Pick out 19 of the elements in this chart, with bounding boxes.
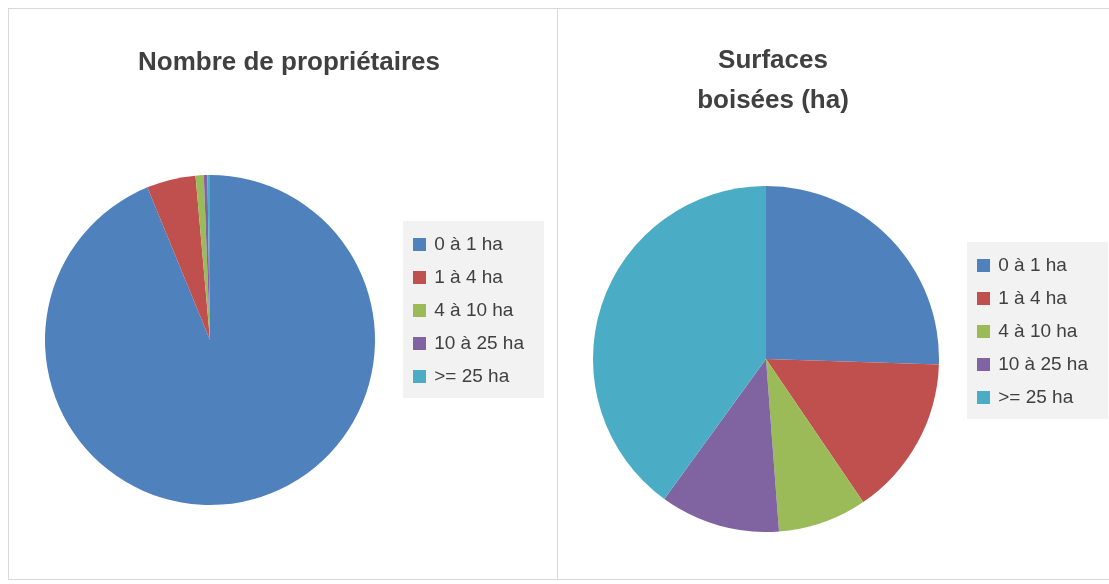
legend-label: 4 à 10 ha [434,299,514,320]
legend-label: >= 25 ha [998,386,1074,407]
pie-slice [593,186,766,499]
pie-slice [45,175,375,505]
legend-label: 0 à 1 ha [434,233,503,254]
legend-label: 0 à 1 ha [998,254,1067,275]
legend-label: 10 à 25 ha [434,332,524,353]
pie-slice [766,359,939,503]
pie-slice [766,359,864,532]
pie-slice [147,175,210,340]
legend-label: 10 à 25 ha [998,353,1088,374]
pie-slice [766,186,939,365]
legend-label: 4 à 10 ha [998,320,1078,341]
chart-title: Nombre de propriétaires [137,45,441,78]
chart-title: Surfaces boisées (ha) [696,43,850,116]
legend-label: 1 à 4 ha [998,287,1067,308]
legend-label: >= 25 ha [434,365,510,386]
pie-slice [664,359,780,532]
legend-label: 1 à 4 ha [434,266,503,287]
